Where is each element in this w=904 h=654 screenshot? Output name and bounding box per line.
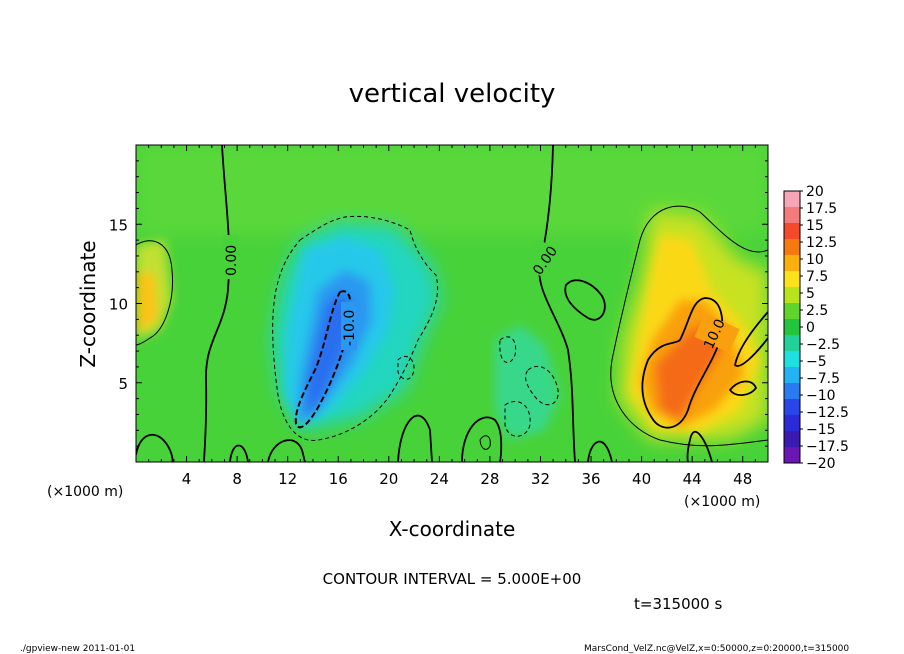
zero-contour-8 [587,440,613,462]
y-tick-label: 15 [109,216,128,234]
colorbar-swatch [784,319,800,336]
weak-downdraft [495,325,560,440]
contour-labels: 0.00 -10.0 0.00 10.0 [223,235,740,353]
colorbar-swatch [784,383,800,400]
footer-left: ./gpview-new 2011-01-01 [20,644,135,654]
five-contour-left [136,240,174,346]
zero-contour-10 [686,431,713,462]
contour-lines [136,145,768,462]
x-tick-label: 36 [581,470,600,488]
neg10-contour [294,290,352,429]
y-tick-label: 10 [109,296,128,314]
colorbar-label: −7.5 [806,371,840,387]
ten-contour-edge [734,311,768,367]
colorbar-label: −15 [806,422,836,438]
zero-contour-9 [229,444,249,462]
x-unit-right: (×1000 m) [684,494,760,510]
x-tick-label: 24 [430,470,449,488]
x-tick-label: 12 [278,470,297,488]
x-tick-label: 4 [182,470,192,488]
colorbar-label: 2.5 [806,303,828,319]
x-tick-label: 44 [683,470,702,488]
heatmap-field [136,145,768,462]
colorbar-label: −5 [806,354,827,370]
zero-contour-7 [461,416,503,462]
time-stamp: t=315000 s [634,595,722,613]
x-tick-label: 40 [632,470,651,488]
colorbar-swatch [784,239,800,256]
x-tick-label: 8 [232,470,242,488]
contour-label-bg-2 [341,302,357,350]
colorbar-swatch [784,191,800,208]
contour-label-bg-1 [223,235,239,279]
neg5-contour-small-4 [397,355,415,380]
colorbar-swatch [784,431,800,448]
colorbar-label: 15 [806,218,824,234]
colorbar-label: −17.5 [806,439,849,455]
contour-label-bg-3 [520,237,570,285]
y-axis-ticks: 5 10 15 [109,160,768,447]
colorbar-swatch [784,335,800,352]
neg5-contour-small-1 [499,336,517,364]
contour-interval: CONTOUR INTERVAL = 5.000E+00 [323,570,582,588]
ten-contour-small [728,380,758,396]
y-axis-label: Z-coordinate [76,240,100,367]
colorbar-swatch [784,415,800,432]
footer-right: MarsCond_VelZ.nc@VelZ,x=0:50000,z=0:2000… [584,644,849,654]
colorbar-label: 5 [806,286,815,302]
contour-label-2: -10.0 [342,310,358,346]
colorbar-swatch [784,351,800,368]
colorbar-swatch [784,399,800,416]
x-tick-label: 32 [531,470,550,488]
colorbar-label: 10 [806,252,824,268]
colorbar-swatch [784,447,800,464]
colorbar-swatch [784,223,800,240]
colorbar: 2017.51512.5107.552.50−2.5−5−7.5−10−12.5… [783,184,849,472]
neg5-contour [272,215,439,441]
x-tick-label: 20 [379,470,398,488]
x-tick-label: 16 [329,470,348,488]
zero-contour-2 [538,145,576,462]
colorbar-swatch [784,287,800,304]
zero-contour-3 [564,279,606,321]
colorbar-label: 7.5 [806,269,828,285]
contour-label-1: 0.00 [224,245,240,276]
colorbar-swatch [784,303,800,320]
colorbar-label: −12.5 [806,405,849,421]
colorbar-label: −20 [806,456,836,472]
small-contour-blob [479,435,491,450]
colorbar-swatch [784,255,800,272]
y-tick-label: 5 [118,375,128,393]
colorbar-label: 0 [806,320,815,336]
left-updraft [136,240,172,340]
neg5-contour-small-3 [504,401,531,437]
x-tick-label: 28 [480,470,499,488]
contour-label-bg-4 [694,313,740,353]
x-axis-ticks: 4 8 12 16 20 24 28 32 36 40 44 48 [148,145,756,488]
colorbar-swatch [784,367,800,384]
colorbar-label: −2.5 [806,337,840,353]
colorbar-label: −10 [806,388,836,404]
colorbar-label: 17.5 [806,201,837,217]
x-unit-left: (×1000 m) [47,484,123,500]
colorbar-swatch [784,271,800,288]
zero-contour-4 [136,433,174,462]
zero-contour-1 [203,145,231,462]
zero-contour-6 [397,414,433,462]
colorbar-label: 20 [806,184,824,200]
x-axis-label: X-coordinate [389,517,516,541]
colorbar-label: 12.5 [806,235,837,251]
x-tick-label: 48 [733,470,752,488]
colorbar-swatch [784,207,800,224]
five-contour-right [610,205,768,447]
chart-title: vertical velocity [349,79,556,109]
